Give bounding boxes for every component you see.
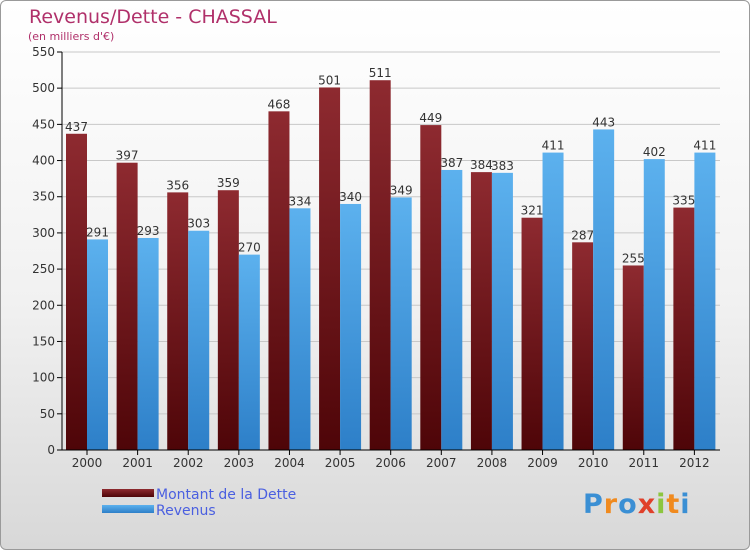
x-tick-label: 2004 [274,456,305,470]
x-tick-label: 2008 [477,456,508,470]
y-tick-label: 350 [32,190,55,204]
x-tick-label: 2003 [224,456,255,470]
bar-debt [521,217,543,450]
y-tick-label: 50 [40,407,55,421]
logo-letter: P [583,489,604,520]
bar-debt [420,125,442,450]
y-tick-label: 550 [32,45,55,59]
axes [61,52,720,451]
x-tick-label: 2005 [325,456,356,470]
proxiti-logo: Proxiti [583,489,691,520]
chart-subtitle: (en milliers d'€) [28,30,115,43]
data-label: 255 [622,251,645,265]
y-tick-label: 450 [32,117,55,131]
logo-letter: x [637,489,657,520]
x-tick-label: 2001 [122,456,153,470]
legend-label-debt: Montant de la Dette [156,487,297,503]
legend-swatch-revenus [102,505,154,513]
y-tick-label: 500 [32,81,55,95]
logo-letter: r [603,489,619,520]
data-label: 443 [592,115,615,129]
bar-debt [470,172,492,450]
x-tick-label: 2009 [527,456,558,470]
bar-revenus [137,237,159,450]
bar-debt [66,133,87,450]
bar-debt [217,190,239,450]
x-tick-label: 2011 [628,456,659,470]
x-tick-label: 2000 [72,456,103,470]
data-label: 356 [166,178,189,192]
data-label: 334 [289,194,312,208]
y-tick-label: 300 [32,226,55,240]
logo-letter: i [680,489,691,520]
data-label: 303 [187,217,210,231]
bar-debt [369,80,391,451]
data-label: 411 [693,139,716,153]
bar-revenus [491,172,513,450]
bar-revenus [643,159,665,450]
x-axis-ticks: 2000 2001 2002 2003 2004 2005 2006 2007 2008 2009… [72,450,710,470]
data-label: 349 [390,183,413,197]
data-label: 397 [116,149,139,163]
data-label: 340 [339,190,362,204]
data-label: 468 [268,97,291,111]
bar-debt [673,207,695,450]
y-tick-label: 150 [32,334,55,348]
x-tick-label: 2002 [173,456,204,470]
bar-revenus [238,254,260,450]
y-tick-label: 200 [32,298,55,312]
bar-debt [116,162,138,450]
data-label: 411 [542,139,565,153]
bar-revenus [694,152,716,450]
x-tick-label: 2012 [679,456,710,470]
legend-swatch-debt [102,489,154,497]
data-label: 335 [672,194,695,208]
data-label: 291 [86,225,109,239]
y-tick-label: 250 [32,262,55,276]
x-tick-label: 2010 [578,456,609,470]
data-label: 449 [419,111,442,125]
data-label: 501 [318,73,341,87]
bar-debt [167,192,189,451]
logo-letter: t [666,489,681,520]
data-label: 387 [440,156,463,170]
data-label: 321 [521,204,544,218]
x-tick-label: 2006 [375,456,406,470]
data-label: 437 [65,120,88,134]
legend-label-revenus: Revenus [156,503,216,519]
bar-revenus [188,230,210,450]
bar-debt [572,242,594,450]
y-tick-label: 100 [32,371,55,385]
bar-revenus [87,239,108,450]
data-label: 287 [571,228,594,242]
y-tick-label: 400 [32,154,55,168]
bar-revenus [542,152,564,450]
bar-revenus [441,169,463,450]
bar-revenus [593,129,615,451]
chart-title: Revenus/Dette - CHASSAL [29,6,277,28]
logo-letter: i [656,489,667,520]
y-axis-ticks: 0 50 100 150 200 250 300 350 400 450 500 550 [32,45,62,457]
data-label: 383 [491,159,514,173]
data-label: 384 [470,158,493,172]
y-tick-label: 0 [47,443,55,457]
bar-debt [319,87,341,450]
data-label: 402 [643,145,666,159]
data-labels: 437 291 397 293 356 303 359 270 468 334 501 340 511 3… [65,66,716,265]
bars [66,80,716,451]
data-label: 511 [369,66,392,80]
data-label: 359 [217,176,240,190]
bar-debt [268,111,290,450]
x-tick-label: 2007 [426,456,457,470]
bar-debt [622,265,644,450]
bar-revenus [289,208,311,450]
data-label: 270 [238,241,261,255]
bar-revenus [390,197,412,450]
bar-revenus [340,203,362,450]
data-label: 293 [137,224,160,238]
logo-letter: o [618,489,638,520]
